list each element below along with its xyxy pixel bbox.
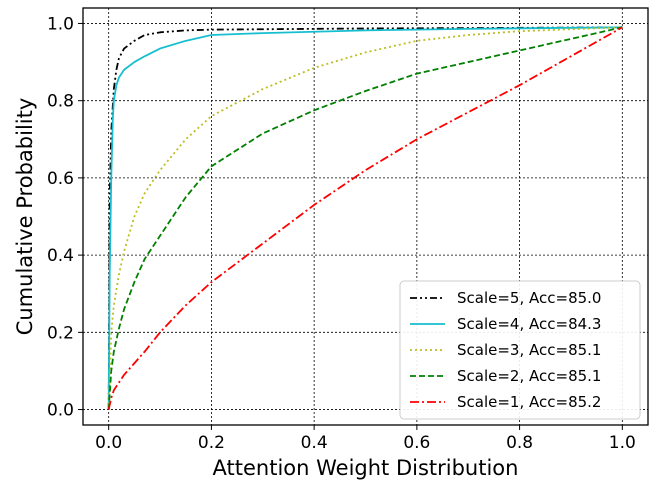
x-tick-label: 0.2 (198, 433, 225, 453)
y-tick-label: 1.0 (47, 14, 74, 34)
plot-frame (82, 7, 649, 426)
series-lines (107, 26, 623, 410)
grid (83, 8, 648, 425)
x-tick-label: 0.6 (403, 433, 430, 453)
y-tick-label: 0.8 (47, 92, 74, 112)
legend-label: Scale=1, Acc=85.2 (457, 393, 601, 411)
series-line-5 (107, 26, 623, 410)
x-tick-label: 0.0 (95, 433, 122, 453)
legend-label: Scale=5, Acc=85.0 (457, 289, 601, 307)
legend-label: Scale=3, Acc=85.1 (457, 341, 601, 359)
x-tick-label: 1.0 (609, 433, 636, 453)
y-tick-label: 0.2 (47, 323, 74, 343)
x-axis-label: Attention Weight Distribution (213, 456, 519, 480)
legend: Scale=5, Acc=85.0 Scale=4, Acc=84.3 Scale=… (399, 280, 641, 420)
series-line-1 (107, 26, 623, 410)
legend-label: Scale=4, Acc=84.3 (457, 315, 601, 333)
y-tick-label: 0.0 (47, 401, 74, 421)
ticks: 0.0 0.2 0.4 0.6 0.8 1.0 0.0 0.2 0.4 0.6 0.8 1.0 (47, 14, 636, 453)
legend-box (399, 280, 641, 420)
legend-label: Scale=2, Acc=85.1 (457, 367, 601, 385)
y-tick-label: 0.6 (47, 169, 74, 189)
y-axis-label: Cumulative Probability (13, 98, 37, 336)
y-tick-label: 0.4 (47, 246, 74, 266)
x-tick-label: 0.4 (301, 433, 328, 453)
x-tick-label: 0.8 (506, 433, 533, 453)
series-line-3 (107, 26, 623, 410)
series-line-2 (107, 26, 623, 410)
series-line-4 (107, 26, 623, 410)
